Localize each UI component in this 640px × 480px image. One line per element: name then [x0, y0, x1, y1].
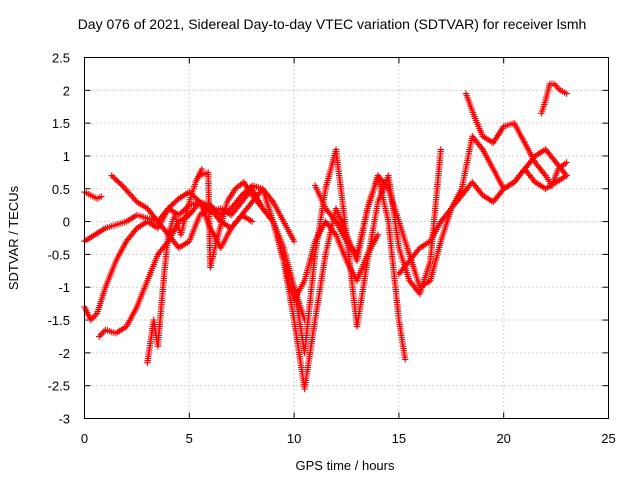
- series-track-6: [144, 165, 206, 366]
- series-line: [465, 93, 568, 187]
- x-tick-label: 15: [392, 431, 406, 446]
- y-tick-label: -3: [58, 412, 70, 427]
- x-tick-label: 25: [601, 431, 615, 446]
- series-track-5: [108, 172, 256, 251]
- series-track-8: [290, 146, 444, 357]
- y-tick-label: 0: [63, 215, 70, 230]
- series-track-12: [538, 80, 570, 117]
- x-tick-labels: 0 5 10 15 20 25: [81, 431, 616, 446]
- plot-frame: [84, 57, 609, 419]
- x-tick-label: 10: [287, 431, 301, 446]
- x-tick-label: 0: [81, 431, 88, 446]
- y-tick-label: -2: [58, 346, 70, 361]
- series-markers: [108, 172, 256, 251]
- grid: [84, 57, 609, 419]
- series-markers: [144, 165, 206, 366]
- series-track-10: [395, 133, 570, 278]
- y-tick-label: 2.5: [52, 51, 70, 66]
- series-line: [398, 135, 568, 275]
- y-tick-label: 0.5: [52, 182, 70, 197]
- y-tick-label: -1.5: [48, 313, 70, 328]
- series-track-11: [462, 90, 570, 189]
- x-tick-label: 5: [186, 431, 193, 446]
- x-axis-label: GPS time / hours: [296, 458, 395, 473]
- y-axis-label: SDTVAR / TECUs: [6, 185, 21, 290]
- x-tick-label: 20: [496, 431, 510, 446]
- y-tick-labels: -3 -2.5 -2 -1.5 -1 -0.5 0 0.5 1 1.5 2 2.5: [48, 51, 70, 427]
- data-series: [81, 80, 570, 393]
- y-tick-label: -0.5: [48, 247, 70, 262]
- y-tick-label: -2.5: [48, 379, 70, 394]
- y-tick-label: 1.5: [52, 116, 70, 131]
- series-markers: [290, 146, 444, 357]
- y-tick-label: -1: [58, 280, 70, 295]
- y-tick-label: 2: [63, 83, 70, 98]
- series-markers: [538, 80, 570, 117]
- series-markers: [395, 133, 570, 278]
- series-markers: [462, 90, 570, 189]
- chart-title: Day 076 of 2021, Sidereal Day-to-day VTE…: [78, 16, 587, 32]
- y-tick-label: 1: [63, 149, 70, 164]
